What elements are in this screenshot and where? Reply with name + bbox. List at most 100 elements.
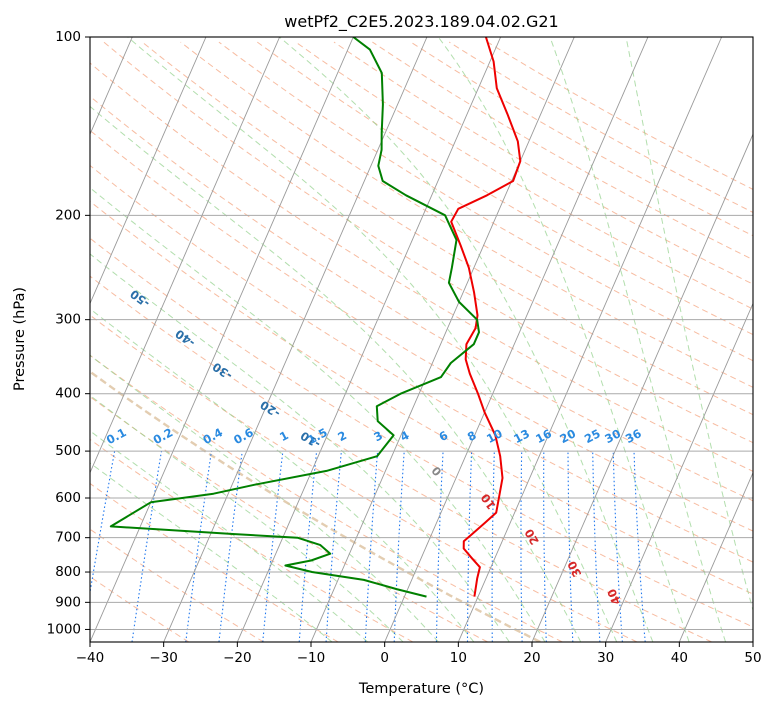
mixing-ratio-line — [90, 451, 116, 596]
mixing-ratio-label: 16 — [533, 426, 554, 446]
dry-adiabat-line — [90, 95, 753, 502]
reference-curve — [90, 370, 541, 642]
moist-adiabat-line — [625, 37, 753, 612]
mixing-ratio-label: 6 — [437, 428, 451, 444]
isotherm-line — [0, 37, 59, 642]
y-tick-label: 100 — [55, 29, 81, 45]
mixing-ratio-line — [364, 451, 379, 642]
y-tick-label: 1000 — [47, 621, 81, 637]
y-tick-label: 800 — [55, 564, 81, 580]
mixing-ratio-label: 36 — [623, 426, 644, 446]
dry-adiabat-label: -60 — [70, 242, 95, 266]
dry-adiabat-line — [90, 438, 414, 642]
isotherm-line — [605, 302, 753, 642]
mixing-ratio-line — [325, 451, 342, 642]
mixing-ratio-line — [633, 451, 646, 642]
mixing-ratio-line — [185, 451, 213, 642]
mixing-ratio-label: 25 — [582, 426, 603, 446]
mixing-ratio-line — [393, 451, 405, 642]
mixing-ratio-line — [298, 451, 318, 642]
x-tick-label: 0 — [380, 650, 389, 666]
dry-adiabat-line — [90, 314, 638, 642]
mixing-ratio-label: 0.1 — [104, 425, 129, 447]
dry-adiabat-line — [90, 575, 190, 642]
dry-adiabat-line — [90, 275, 712, 642]
dry-adiabat-line — [90, 528, 264, 642]
plot-frame — [89, 36, 754, 643]
y-tick-label: 600 — [55, 490, 81, 506]
y-tick-label: 300 — [55, 312, 81, 328]
moist-adiabat-line — [549, 37, 727, 642]
x-tick-label: 50 — [744, 650, 761, 666]
mixing-ratio-label: 20 — [557, 426, 578, 446]
dry-adiabat-line — [90, 354, 563, 642]
isotherm-line — [752, 640, 753, 642]
chart-title: wetPf2_C2E5.2023.189.04.02.G21 — [284, 12, 558, 32]
axes: −40 −30 −20 −10 0 10 20 30 40 5010020030040050060… — [47, 29, 762, 666]
moist-adiabat-line — [90, 394, 404, 642]
mixing-ratio-line — [520, 451, 523, 642]
isotherm-line — [90, 37, 281, 474]
dry-adiabat-label: -30 — [210, 360, 235, 383]
x-tick-label: 20 — [523, 650, 540, 666]
dry-adiabat-line — [90, 482, 339, 642]
mixing-ratio-label: 13 — [511, 426, 532, 446]
moist-adiabat-line — [279, 37, 654, 642]
isotherm-line — [310, 37, 575, 642]
isotherm-line — [384, 37, 649, 642]
moist-adiabat-label: 10 — [478, 491, 499, 512]
mixing-ratio-line — [218, 451, 243, 642]
dry-adiabat-label: -40 — [173, 327, 198, 350]
mixing-ratio-line — [435, 451, 444, 642]
x-tick-label: 30 — [597, 650, 614, 666]
dry-adiabat-label: -70 — [0, 195, 15, 219]
moist-adiabat-label: 20 — [522, 526, 542, 547]
moist-adiabat-line — [90, 187, 546, 642]
moist-adiabat-line — [127, 37, 618, 642]
dry-adiabat-line — [333, 41, 753, 285]
mixing-ratio-line — [262, 451, 284, 642]
mixing-ratio-label: 0.4 — [200, 425, 225, 447]
dry-adiabat-line — [90, 129, 753, 532]
y-axis-label: Pressure (hPa) — [12, 287, 28, 391]
dry-adiabat-line — [90, 200, 753, 595]
data-profiles — [109, 37, 522, 598]
mixing-ratio-label: 1 — [277, 428, 291, 444]
dewpoint-profile — [109, 37, 480, 598]
dry-adiabat-line — [90, 62, 753, 472]
isotherm-line — [90, 37, 354, 642]
isotherm-line — [457, 37, 723, 642]
x-tick-label: −40 — [76, 650, 105, 666]
mixing-ratio-line — [491, 451, 495, 642]
y-tick-label: 400 — [55, 386, 81, 402]
y-tick-label: 900 — [55, 594, 81, 610]
temperature-profile — [450, 37, 522, 597]
x-tick-label: −30 — [149, 650, 178, 666]
isotherm-line — [531, 133, 753, 642]
y-tick-label: 500 — [55, 443, 81, 459]
x-tick-label: 10 — [450, 650, 467, 666]
x-axis-label: Temperature (°C) — [358, 681, 484, 697]
dry-adiabat-line — [257, 41, 753, 336]
dry-adiabat-line — [180, 41, 753, 388]
isotherm-line — [163, 37, 428, 642]
moist-adiabat-line — [90, 430, 369, 642]
dry-adiabat-line — [218, 41, 753, 362]
x-tick-label: −20 — [223, 650, 252, 666]
isotherm-line — [678, 471, 753, 642]
mixing-ratio-line — [592, 451, 601, 642]
moist-adiabat-line — [437, 37, 690, 642]
y-tick-label: 700 — [55, 530, 81, 546]
moist-adiabat-label: 40 — [604, 587, 623, 607]
y-tick-label: 200 — [55, 207, 81, 223]
x-tick-label: −10 — [297, 650, 326, 666]
mixing-ratio-label: 10 — [484, 426, 505, 446]
mixing-ratio-line — [567, 451, 574, 642]
dry-adiabat-line — [90, 237, 753, 628]
moist-adiabat-line — [90, 462, 333, 642]
mixing-ratio-label: 0.2 — [151, 425, 176, 447]
mixing-ratio-label: 2 — [335, 428, 349, 444]
background-lines — [0, 37, 753, 642]
